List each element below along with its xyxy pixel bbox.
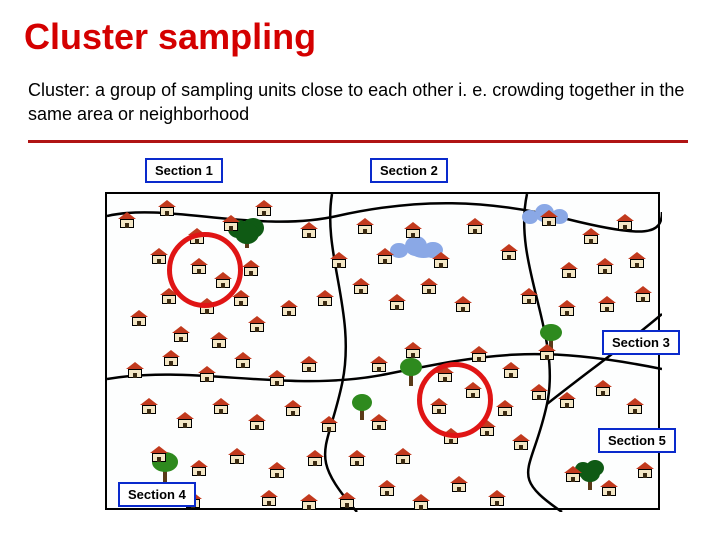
house-icon: [378, 480, 396, 496]
house-icon: [280, 300, 298, 316]
house-icon: [150, 446, 168, 462]
house-icon: [320, 416, 338, 432]
house-icon: [388, 294, 406, 310]
section-4-label: Section 4: [118, 482, 196, 507]
house-icon: [598, 296, 616, 312]
house-icon: [488, 490, 506, 506]
section-1-label: Section 1: [145, 158, 223, 183]
section-2-label: Section 2: [370, 158, 448, 183]
house-icon: [582, 228, 600, 244]
house-icon: [538, 344, 556, 360]
definition-text: Cluster: a group of sampling units close…: [28, 78, 688, 127]
house-icon: [140, 398, 158, 414]
house-icon: [520, 288, 538, 304]
house-icon: [268, 370, 286, 386]
house-icon: [564, 466, 582, 482]
section-3-label: Section 3: [602, 330, 680, 355]
house-icon: [242, 260, 260, 276]
house-icon: [330, 252, 348, 268]
house-icon: [162, 350, 180, 366]
house-icon: [222, 215, 240, 231]
house-icon: [284, 400, 302, 416]
house-icon: [190, 460, 208, 476]
house-icon: [596, 258, 614, 274]
house-icon: [300, 356, 318, 372]
house-icon: [260, 490, 278, 506]
house-icon: [158, 200, 176, 216]
house-icon: [300, 494, 318, 510]
house-icon: [210, 332, 228, 348]
tree-icon: [352, 394, 372, 420]
house-icon: [228, 448, 246, 464]
house-icon: [348, 450, 366, 466]
house-icon: [176, 412, 194, 428]
selection-circle: [417, 362, 493, 438]
house-icon: [370, 356, 388, 372]
house-icon: [404, 222, 422, 238]
house-icon: [634, 286, 652, 302]
divider-rule: [28, 140, 688, 143]
house-icon: [248, 414, 266, 430]
house-icon: [600, 480, 618, 496]
house-icon: [454, 296, 472, 312]
house-icon: [370, 414, 388, 430]
house-icon: [172, 326, 190, 342]
house-icon: [126, 362, 144, 378]
house-icon: [268, 462, 286, 478]
house-icon: [212, 398, 230, 414]
house-icon: [420, 278, 438, 294]
house-icon: [248, 316, 266, 332]
house-icon: [316, 290, 334, 306]
house-icon: [376, 248, 394, 264]
house-icon: [466, 218, 484, 234]
house-icon: [558, 392, 576, 408]
page-title: Cluster sampling: [24, 16, 316, 58]
house-icon: [352, 278, 370, 294]
house-icon: [394, 448, 412, 464]
house-icon: [594, 380, 612, 396]
house-icon: [500, 244, 518, 260]
house-icon: [540, 210, 558, 226]
house-icon: [470, 346, 488, 362]
house-icon: [234, 352, 252, 368]
house-icon: [558, 300, 576, 316]
house-icon: [198, 366, 216, 382]
house-icon: [496, 400, 514, 416]
house-icon: [412, 494, 430, 510]
house-icon: [628, 252, 646, 268]
house-icon: [255, 200, 273, 216]
section-5-label: Section 5: [598, 428, 676, 453]
house-icon: [118, 212, 136, 228]
house-icon: [502, 362, 520, 378]
house-icon: [512, 434, 530, 450]
house-icon: [450, 476, 468, 492]
house-icon: [636, 462, 654, 478]
house-icon: [338, 492, 356, 508]
house-icon: [616, 214, 634, 230]
house-icon: [300, 222, 318, 238]
house-icon: [432, 252, 450, 268]
house-icon: [560, 262, 578, 278]
house-icon: [356, 218, 374, 234]
house-icon: [306, 450, 324, 466]
house-icon: [130, 310, 148, 326]
house-icon: [404, 342, 422, 358]
house-icon: [150, 248, 168, 264]
selection-circle: [167, 232, 243, 308]
house-icon: [530, 384, 548, 400]
tree-icon: [400, 358, 422, 386]
house-icon: [626, 398, 644, 414]
